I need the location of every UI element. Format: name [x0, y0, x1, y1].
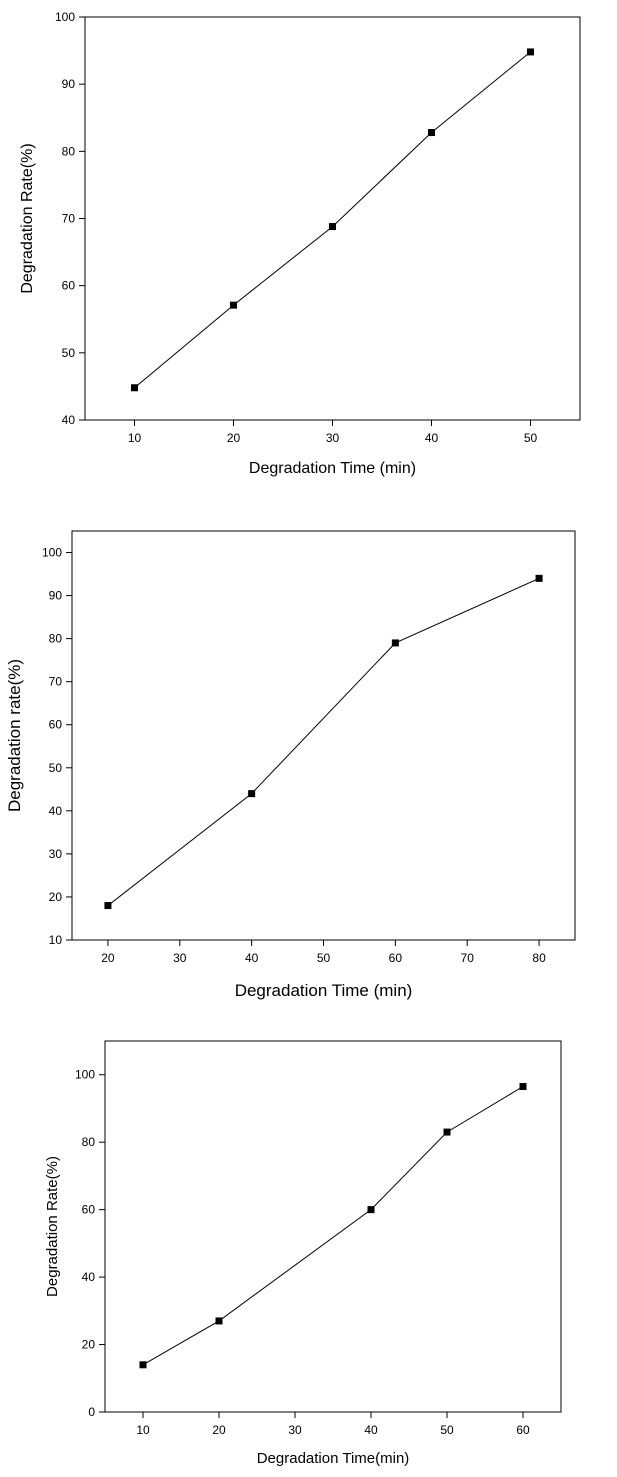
chart-3: 10 20 30 40 50 60 0 20 40 60 80 100 Degradation Time…	[44, 1040, 562, 1467]
y-tick-label: 80	[82, 1135, 96, 1149]
data-point	[367, 1206, 375, 1214]
x-tick-label: 30	[173, 951, 187, 965]
y-tick-label: 40	[62, 413, 76, 427]
x-tick-label: 50	[317, 951, 331, 965]
x-tick-label: 40	[425, 431, 439, 445]
data-point	[215, 1317, 223, 1325]
y-tick-label: 100	[75, 1068, 95, 1082]
x-tick-label: 60	[389, 951, 403, 965]
y-tick-label: 60	[62, 279, 76, 293]
y-tick-label: 100	[42, 546, 62, 560]
y-tick-label: 20	[49, 890, 63, 904]
series-line	[142, 1086, 524, 1366]
y-tick-label: 30	[49, 847, 63, 861]
y-tick-label: 70	[62, 212, 76, 226]
chart-1: 10 20 30 40 50 40 50 60 70 80 90 100 Degradation Tim…	[19, 10, 581, 477]
x-tick-label: 70	[461, 951, 475, 965]
x-tick-label: 20	[227, 431, 241, 445]
plot-frame	[71, 530, 576, 941]
y-axis-label: Degradation Rate(%)	[44, 1156, 61, 1297]
x-tick-label: 20	[212, 1423, 226, 1437]
plot-frame	[104, 1040, 562, 1413]
y-tick-label: 40	[49, 804, 63, 818]
y-tick-label: 90	[62, 77, 76, 91]
data-point	[104, 902, 112, 910]
x-axis-label: Degradation Time (min)	[235, 981, 413, 1000]
x-tick-label: 80	[532, 951, 546, 965]
y-tick-label: 70	[49, 675, 63, 689]
y-tick-label: 90	[49, 589, 63, 603]
data-point	[131, 384, 138, 392]
data-point	[248, 790, 256, 798]
data-point	[527, 48, 534, 56]
y-tick-label: 40	[82, 1270, 96, 1284]
x-tick-label: 50	[524, 431, 538, 445]
plot-frame	[84, 16, 581, 421]
y-tick-label: 50	[62, 346, 76, 360]
x-axis-label: Degradation Time(min)	[257, 1450, 410, 1467]
y-tick-label: 60	[82, 1203, 96, 1217]
x-tick-label: 30	[326, 431, 340, 445]
x-tick-label: 60	[516, 1423, 530, 1437]
y-tick-label: 80	[62, 144, 76, 158]
y-axis-label: Degradation rate(%)	[5, 659, 24, 812]
x-tick-label: 10	[128, 431, 142, 445]
y-tick-label: 10	[49, 933, 63, 947]
y-tick-label: 60	[49, 718, 63, 732]
series-line	[134, 51, 531, 389]
data-point	[139, 1361, 147, 1369]
y-tick-label: 0	[88, 1405, 95, 1419]
data-point	[230, 301, 237, 309]
chart-2: 20 30 40 50 60 70 80 10 20 30 40 50 60 70 80 90 100 Degra…	[5, 530, 576, 1000]
y-tick-label: 20	[82, 1338, 96, 1352]
y-tick-label: 80	[49, 632, 63, 646]
data-point	[519, 1083, 527, 1091]
x-tick-label: 10	[136, 1423, 150, 1437]
series-line	[107, 577, 540, 906]
data-point	[535, 574, 543, 582]
data-point	[428, 129, 435, 137]
x-tick-label: 50	[440, 1423, 454, 1437]
y-tick-label: 100	[55, 10, 75, 24]
x-axis-label: Degradation Time (min)	[249, 460, 416, 477]
data-point	[329, 223, 336, 231]
x-tick-label: 40	[245, 951, 259, 965]
x-tick-label: 20	[101, 951, 115, 965]
y-tick-label: 50	[49, 761, 63, 775]
x-tick-label: 40	[364, 1423, 378, 1437]
x-tick-label: 30	[288, 1423, 302, 1437]
y-axis-label: Degradation Rate(%)	[19, 143, 36, 293]
data-point	[391, 639, 399, 647]
data-point	[443, 1128, 451, 1136]
